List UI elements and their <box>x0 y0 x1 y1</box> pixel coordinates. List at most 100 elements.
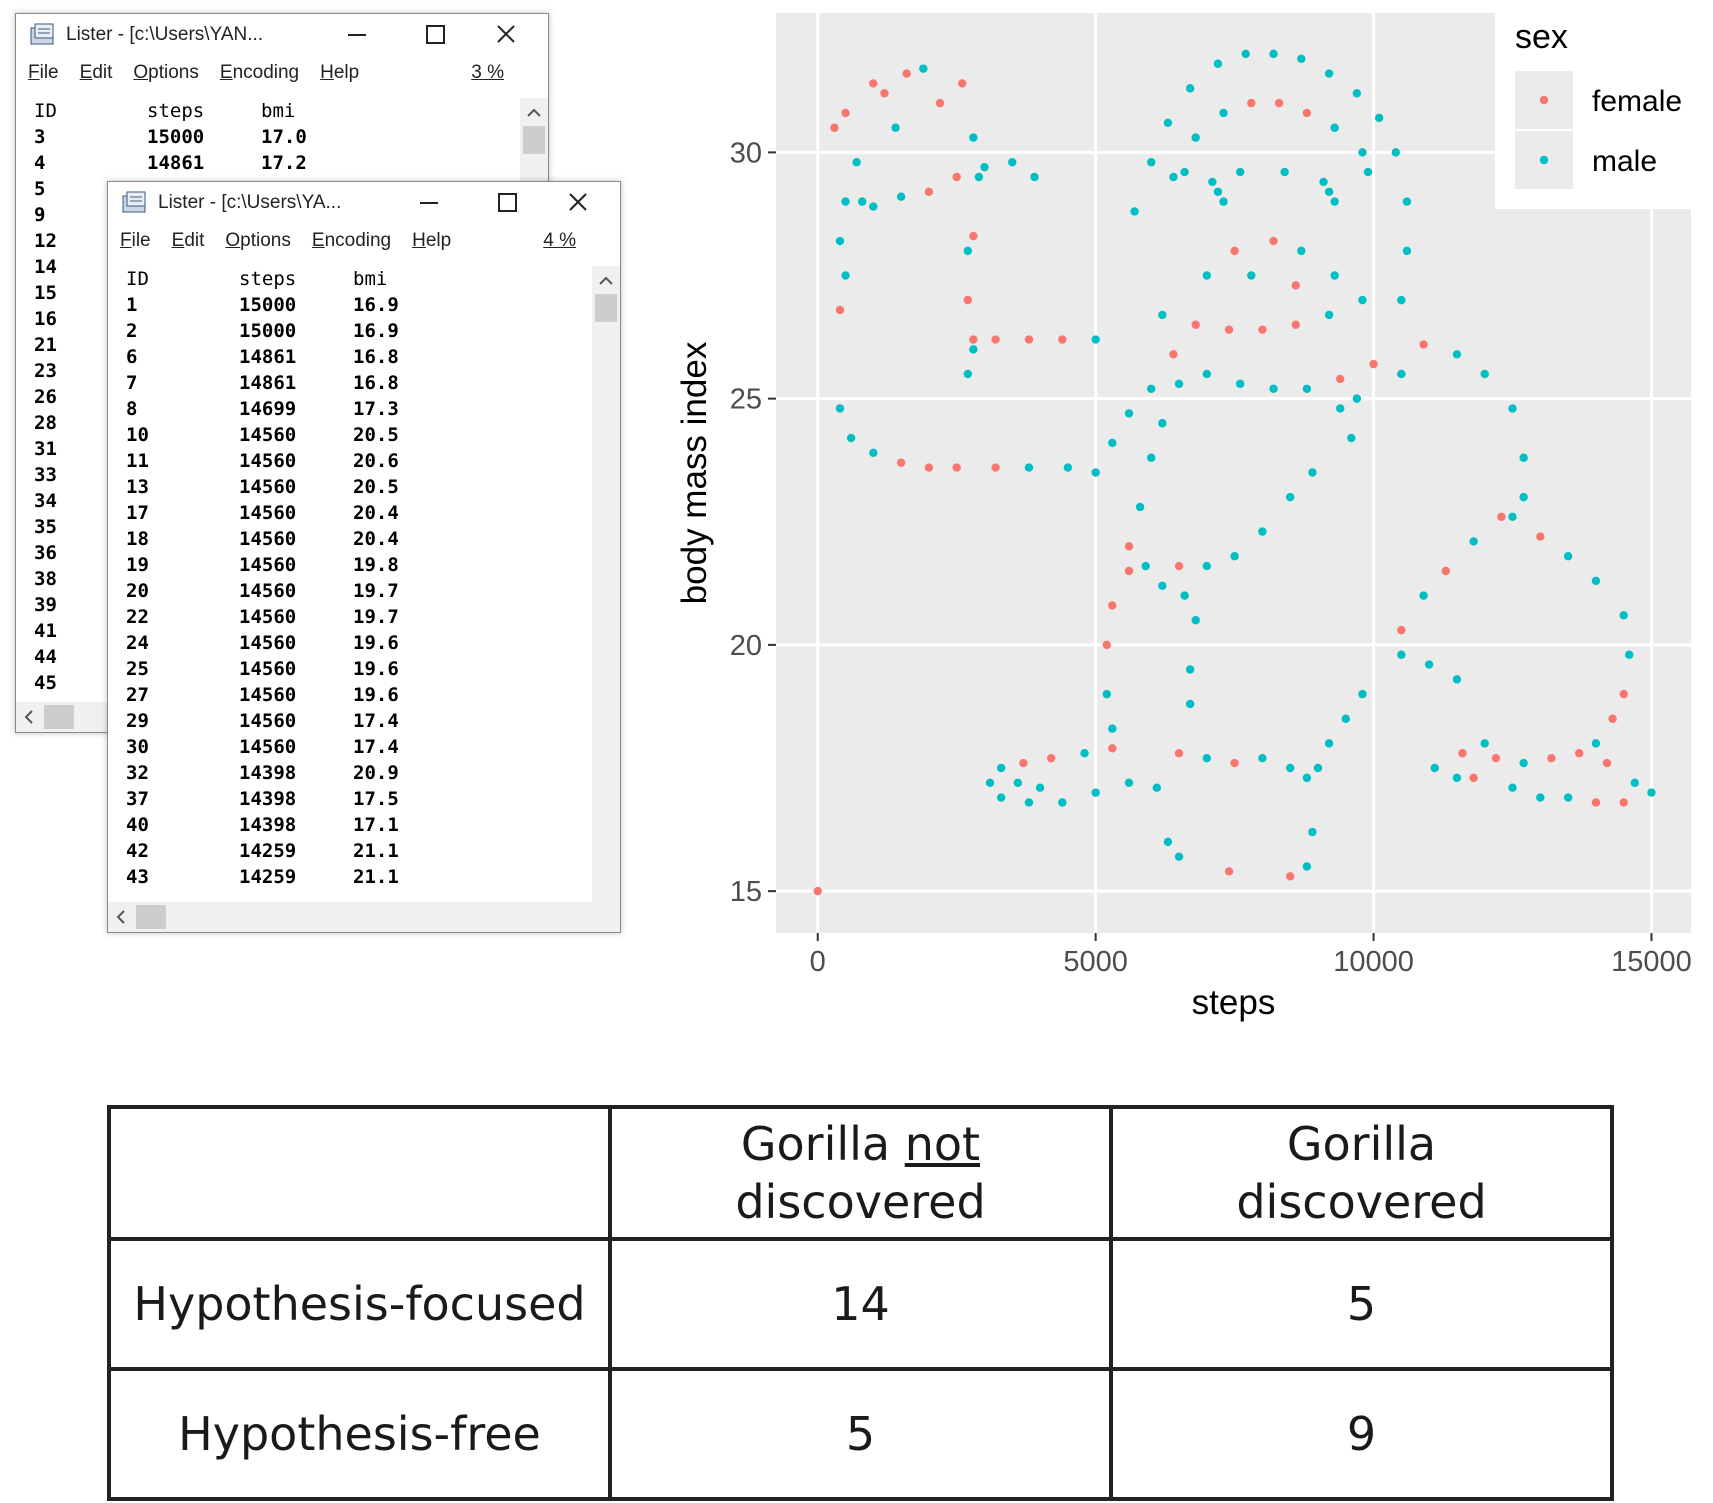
data-cell: 14560 <box>239 554 297 576</box>
data-point <box>1619 689 1628 699</box>
data-point <box>1091 468 1100 477</box>
legend-label: female <box>1592 85 1682 118</box>
results-table: Gorilla not discovered Gorilla discovered Hy… <box>107 1105 1614 1501</box>
data-point <box>1358 148 1367 157</box>
data-cell: 3 <box>34 126 46 148</box>
data-row: 24 14560 19.6 <box>111 630 590 656</box>
menu-item[interactable]: Edit <box>171 230 205 251</box>
data-point <box>963 369 973 379</box>
data-point <box>1441 566 1451 576</box>
data-point <box>1130 207 1139 216</box>
data-cell: 17.5 <box>353 788 399 810</box>
menu-item[interactable]: Help <box>320 62 360 83</box>
data-point <box>869 202 878 211</box>
data-cell: 29 <box>126 710 149 732</box>
data-point <box>1630 778 1640 787</box>
title-bar: Lister - [c:\Users\YAN... <box>16 14 548 54</box>
menu-item[interactable]: Help <box>412 230 452 251</box>
data-cell: 34 <box>34 490 57 512</box>
data-point <box>1174 749 1184 758</box>
x-tick-label: 5000 <box>1063 946 1128 978</box>
data-point <box>1563 552 1573 561</box>
menu-item[interactable]: Encoding <box>311 230 392 251</box>
data-cell: 21.1 <box>353 840 399 862</box>
data-cell: 22 <box>126 606 149 628</box>
data-point <box>1358 295 1367 305</box>
data-point <box>1185 84 1195 93</box>
data-cell: 19.7 <box>353 606 399 628</box>
data-cell: 15 <box>34 282 57 304</box>
data-point <box>1241 49 1250 59</box>
x-tick-label: 0 <box>810 946 826 978</box>
data-cell: 24 <box>126 632 149 654</box>
data-cell: 30 <box>126 736 149 758</box>
data-row: 39 <box>19 592 518 618</box>
data-point <box>1158 419 1167 428</box>
data-cell: 1 <box>126 294 138 316</box>
data-point <box>1035 783 1045 792</box>
y-tick-label: 15 <box>730 876 762 908</box>
file-content: ID steps bmi 1 15000 16.9 2 15000 16.9 6 14861 16.8… <box>111 266 590 902</box>
data-cell: 8 <box>126 398 138 420</box>
data-cell: 15000 <box>147 126 205 148</box>
data-row: 45 <box>19 670 518 696</box>
data-cell: 20.4 <box>353 502 399 524</box>
data-point <box>1452 773 1462 783</box>
data-row: 7 14861 16.8 <box>111 370 590 396</box>
data-point <box>1174 379 1184 389</box>
menu-item[interactable]: Options <box>225 230 291 251</box>
data-point <box>1024 335 1034 344</box>
data-cell: 20.6 <box>353 450 399 472</box>
column-header: bmi <box>261 100 296 122</box>
data-point <box>1030 172 1039 182</box>
data-point <box>1508 512 1517 522</box>
data-point <box>1508 783 1517 792</box>
data-row: 30 14560 17.4 <box>111 734 590 760</box>
horizontal-scrollbar[interactable] <box>108 902 620 932</box>
data-cell: 14560 <box>239 528 297 550</box>
data-point <box>1202 561 1212 571</box>
data-row: Hypothesis-free 5 9 <box>107 1367 1614 1501</box>
header-text: discovered <box>1236 1175 1487 1229</box>
data-cell: 14560 <box>239 710 297 732</box>
data-row: 26 <box>19 384 518 410</box>
data-row: 33 <box>19 462 518 488</box>
data-point <box>1141 561 1150 571</box>
x-axis-title: steps <box>1192 983 1276 1022</box>
data-point <box>1174 561 1184 571</box>
data-point <box>1147 384 1156 393</box>
menu-item[interactable]: Encoding <box>219 62 300 83</box>
data-point <box>963 295 973 305</box>
data-point <box>1336 404 1345 413</box>
data-point <box>1519 453 1528 462</box>
data-cell: 19.6 <box>353 658 399 680</box>
data-cell: 33 <box>34 464 57 486</box>
data-point <box>1330 197 1339 206</box>
menu-item[interactable]: File <box>120 230 151 251</box>
data-point <box>1313 763 1323 773</box>
data-point <box>1619 611 1628 620</box>
data-point <box>1258 325 1267 334</box>
data-point <box>1647 788 1656 797</box>
vertical-scrollbar[interactable] <box>592 266 620 902</box>
data-point <box>1169 350 1178 359</box>
data-row: 2 15000 16.9 <box>111 318 590 344</box>
data-point <box>1591 798 1601 807</box>
data-point <box>1508 404 1517 413</box>
data-cell: 14259 <box>239 866 297 888</box>
menu-item[interactable]: Options <box>133 62 199 83</box>
data-row: 10 14560 20.5 <box>111 422 590 448</box>
data-point <box>1058 798 1067 807</box>
data-point <box>1491 753 1501 763</box>
menu-item[interactable]: Edit <box>79 62 113 83</box>
data-cell: 9 <box>34 204 46 226</box>
menu-item[interactable]: File <box>28 62 59 83</box>
data-point <box>1302 773 1312 783</box>
data-point <box>1324 69 1334 78</box>
data-cell: 14560 <box>239 424 297 446</box>
data-point <box>1391 148 1401 157</box>
data-point <box>1285 492 1295 502</box>
x-tick-label: 10000 <box>1333 946 1414 978</box>
data-point <box>1158 581 1167 590</box>
data-row: 27 14560 19.6 <box>111 682 590 708</box>
